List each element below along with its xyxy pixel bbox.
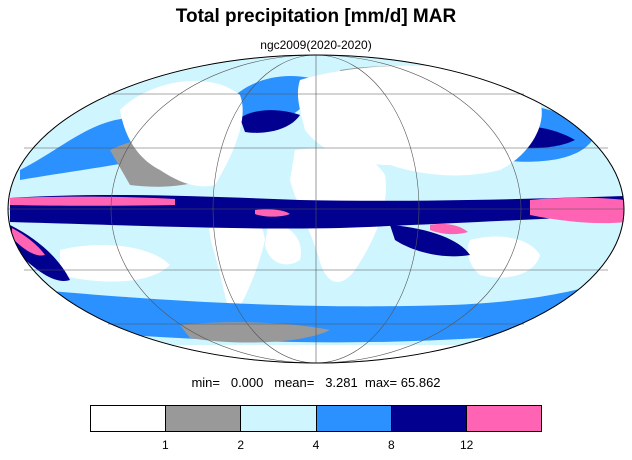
colorbar-swatch (91, 406, 167, 431)
north-atlantic-core (240, 110, 300, 133)
south-america-land (209, 204, 265, 320)
colorbar-swatch (241, 406, 317, 431)
spcz-heavy (12, 228, 45, 256)
colorbar-tick-label: 4 (312, 438, 320, 452)
colorbar-tick-label: 12 (459, 438, 474, 452)
max-label: max= (364, 375, 398, 390)
north-america-land (120, 80, 243, 187)
max-value: 65.862 (400, 375, 441, 390)
southern-ocean-dry-patches (180, 322, 330, 343)
itcz-west-pacific-heavy (530, 197, 624, 224)
itcz-east-pacific-heavy (10, 196, 175, 206)
north-pacific-storm-track (20, 118, 154, 180)
colorbar-swatch (166, 406, 242, 431)
indian-ocean-convergence (390, 225, 470, 257)
statistics-line: min= 0.000 mean= 3.281 max= 65.862 (0, 375, 632, 390)
colorbar-tick-label: 8 (387, 438, 395, 452)
map-outline (7, 54, 625, 364)
south-pacific-dry (60, 245, 170, 282)
min-label: min= (191, 375, 220, 390)
south-atlantic-dry (265, 224, 301, 265)
page-subtitle: ngc2009(2020-2020) (260, 38, 372, 52)
page-title: Total precipitation [mm/d] MAR (175, 6, 457, 27)
colorbar-tick-label: 2 (237, 438, 244, 452)
colorbar-swatch (316, 406, 392, 431)
colorbar-swatch (466, 406, 542, 431)
min-value: 0.000 (230, 375, 264, 390)
colorbar (90, 405, 542, 432)
australia-land (467, 236, 540, 278)
mean-value: 3.281 (325, 375, 358, 390)
colorbar-swatch (391, 406, 467, 431)
colorbar-tick-label: 1 (161, 438, 169, 452)
mean-label: mean= (274, 375, 315, 390)
atlantic-heavy (255, 209, 290, 217)
warm-pool-heavy (430, 223, 468, 235)
